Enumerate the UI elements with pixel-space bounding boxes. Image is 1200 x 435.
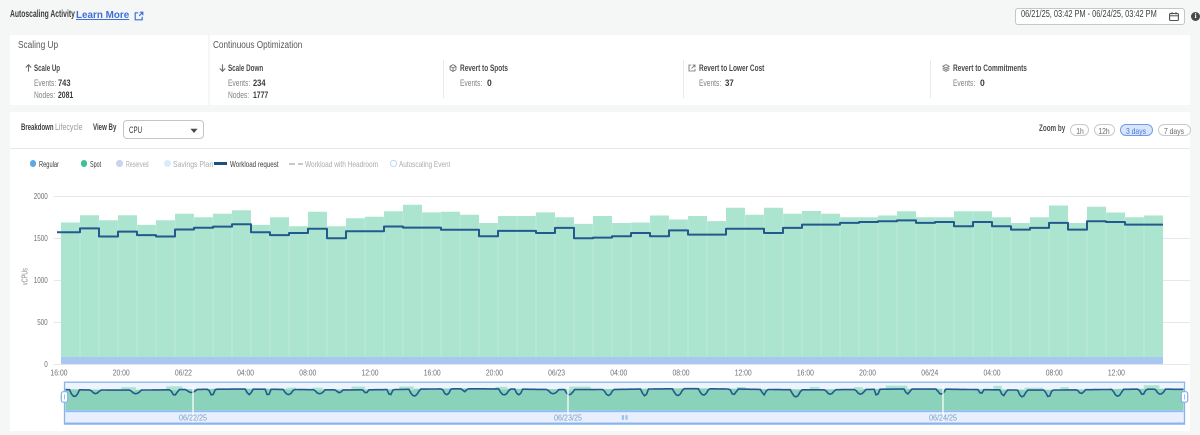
svg-text:16:00: 16:00 <box>797 368 814 378</box>
svg-text:0: 0 <box>44 360 48 369</box>
svg-text:500: 500 <box>37 318 48 327</box>
svg-text:16:00: 16:00 <box>424 368 441 378</box>
svg-text:04:00: 04:00 <box>984 368 1001 378</box>
svg-text:08:00: 08:00 <box>673 368 690 378</box>
svg-text:20:00: 20:00 <box>859 368 876 378</box>
svg-text:12:00: 12:00 <box>1108 368 1125 378</box>
svg-text:2000: 2000 <box>34 192 48 201</box>
svg-text:06/23: 06/23 <box>548 368 565 378</box>
svg-text:06/24/25: 06/24/25 <box>929 413 957 423</box>
svg-text:12:00: 12:00 <box>362 368 379 378</box>
svg-text:12:00: 12:00 <box>735 368 752 378</box>
svg-text:06/23/25: 06/23/25 <box>554 413 582 423</box>
svg-text:04:00: 04:00 <box>610 368 627 378</box>
svg-text:04:00: 04:00 <box>237 368 254 378</box>
svg-text:06/22: 06/22 <box>175 368 192 378</box>
svg-text:06/22/25: 06/22/25 <box>179 413 207 423</box>
svg-text:16:00: 16:00 <box>51 368 68 378</box>
svg-text:1500: 1500 <box>34 234 48 243</box>
svg-text:vCPUs: vCPUs <box>20 268 29 285</box>
svg-text:08:00: 08:00 <box>299 368 316 378</box>
svg-text:20:00: 20:00 <box>486 368 503 378</box>
svg-text:06/24: 06/24 <box>921 368 938 378</box>
svg-text:08:00: 08:00 <box>1046 368 1063 378</box>
svg-text:20:00: 20:00 <box>113 368 130 378</box>
svg-text:1000: 1000 <box>34 276 48 285</box>
